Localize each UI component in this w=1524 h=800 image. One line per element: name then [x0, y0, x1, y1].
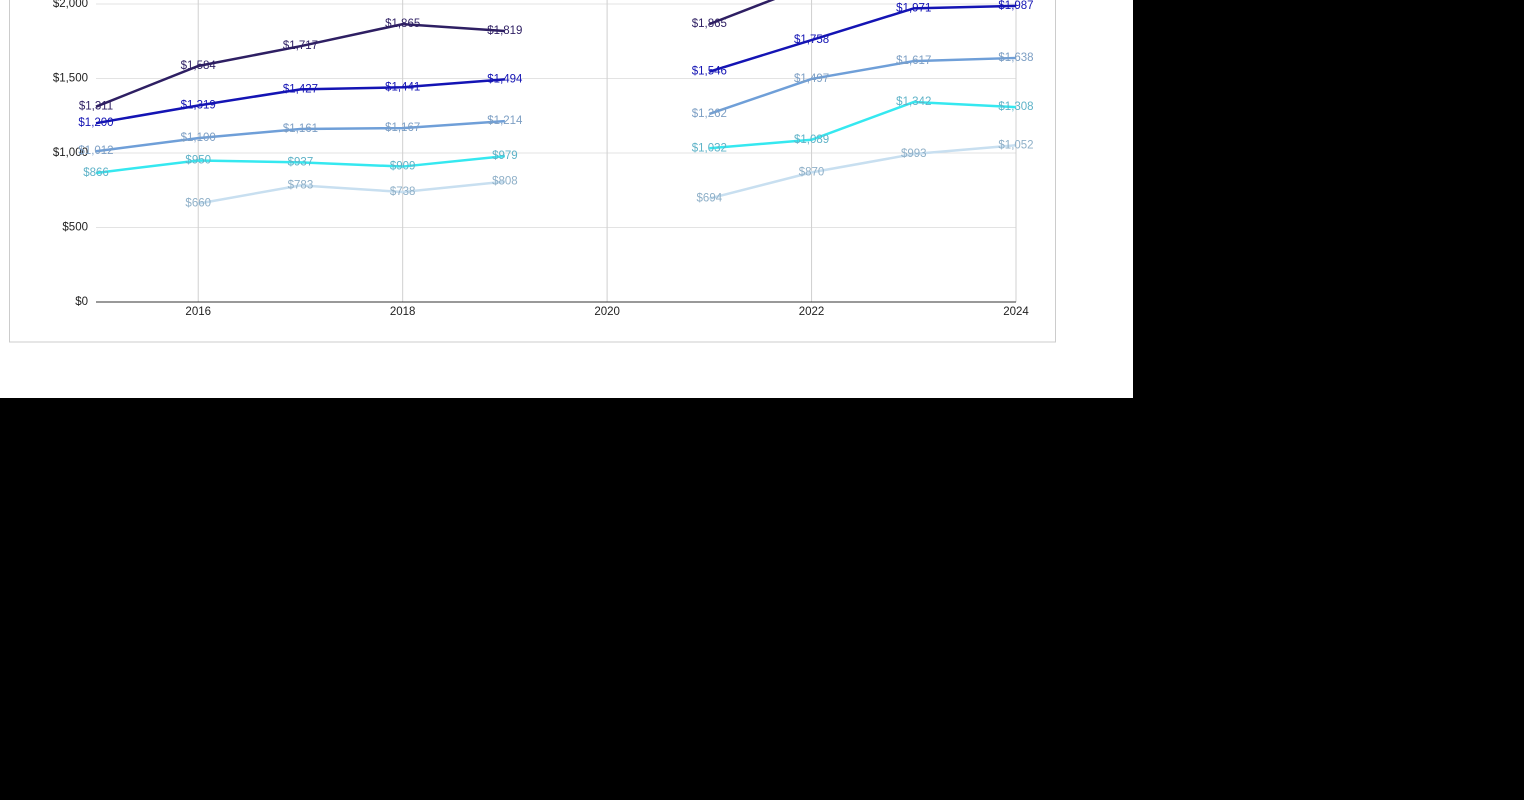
- x-tick-label: 2018: [390, 306, 416, 318]
- data-label: $1,100: [181, 132, 216, 144]
- y-tick-label: $1,500: [53, 73, 88, 85]
- data-label: $1,319: [181, 100, 216, 112]
- data-label: $1,262: [692, 108, 727, 120]
- data-label: $870: [799, 166, 825, 178]
- x-tick-label: 2016: [185, 306, 211, 318]
- series-line: [95, 56, 1017, 153]
- series-line: [95, 0, 776, 108]
- y-tick-label: $1,000: [53, 147, 88, 159]
- y-tick-label: $2,000: [53, 0, 88, 10]
- data-label: $866: [83, 167, 109, 179]
- data-label: $738: [390, 186, 416, 198]
- data-label: $1,012: [78, 145, 113, 157]
- data-label: $808: [492, 176, 518, 188]
- data-label: $1,427: [283, 83, 318, 95]
- x-tick-label: 2022: [799, 306, 825, 318]
- data-label: $1,200: [78, 117, 113, 129]
- data-label: $1,758: [794, 34, 829, 46]
- data-label: $1,987: [998, 0, 1033, 12]
- series-line: [198, 144, 1017, 205]
- data-label: $1,546: [692, 66, 727, 78]
- x-tick-label: 2024: [1003, 306, 1029, 318]
- data-label: $1,865: [385, 18, 420, 30]
- data-label: $1,052: [998, 139, 1033, 151]
- data-label: $937: [288, 156, 314, 168]
- data-label: $1,441: [385, 81, 420, 93]
- data-label: $1,311: [79, 101, 113, 113]
- series-line: [95, 4, 1017, 125]
- data-label: $1,161: [283, 123, 318, 135]
- x-tick-label: 2020: [594, 306, 620, 318]
- series-line: [95, 100, 1017, 175]
- data-label: $1,617: [896, 55, 931, 67]
- data-label: $1,167: [385, 122, 420, 134]
- data-label: $1,819: [487, 25, 522, 37]
- data-label: $660: [185, 198, 211, 210]
- data-label: $1,089: [794, 134, 829, 146]
- data-label: $1,584: [181, 60, 217, 72]
- data-label: $1,342: [896, 96, 931, 108]
- data-label: $1,497: [794, 73, 829, 85]
- y-tick-label: $500: [62, 222, 88, 234]
- data-label: $1,494: [487, 73, 523, 85]
- data-label: $1,214: [487, 115, 523, 127]
- data-label: $1,308: [998, 101, 1033, 113]
- chart-frame: [9, 0, 1056, 343]
- data-label: $909: [390, 161, 416, 173]
- data-label: $694: [697, 193, 723, 205]
- data-label: $1,865: [692, 18, 727, 30]
- data-label: $993: [901, 148, 927, 160]
- data-label: $950: [185, 154, 211, 166]
- data-label: $783: [288, 179, 314, 191]
- data-label: $1,717: [283, 40, 318, 52]
- data-label: $1,971: [896, 2, 931, 14]
- data-label: $1,638: [998, 52, 1033, 64]
- page: [0, 0, 1133, 398]
- data-label: $979: [492, 150, 518, 162]
- y-tick-label: $0: [75, 296, 88, 308]
- data-label: $1,032: [692, 142, 727, 154]
